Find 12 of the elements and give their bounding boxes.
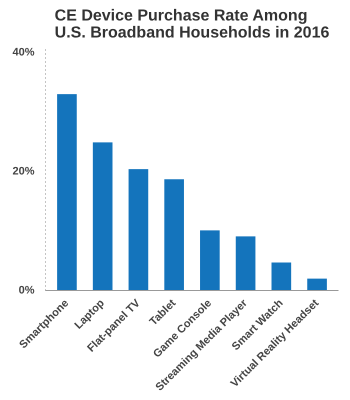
bar bbox=[236, 236, 256, 290]
bar bbox=[128, 169, 148, 290]
bar bbox=[164, 179, 184, 290]
bar bbox=[92, 142, 112, 290]
y-tick-label: 0% bbox=[18, 284, 35, 296]
bar bbox=[57, 94, 77, 290]
bar bbox=[272, 262, 292, 290]
bar bbox=[307, 278, 327, 290]
y-tick-label: 40% bbox=[12, 46, 35, 58]
bar bbox=[200, 230, 220, 290]
chart-title: CE Device Purchase Rate Among U.S. Broadband Households in 2016 bbox=[54, 8, 330, 42]
y-tick-label: 20% bbox=[12, 165, 35, 178]
